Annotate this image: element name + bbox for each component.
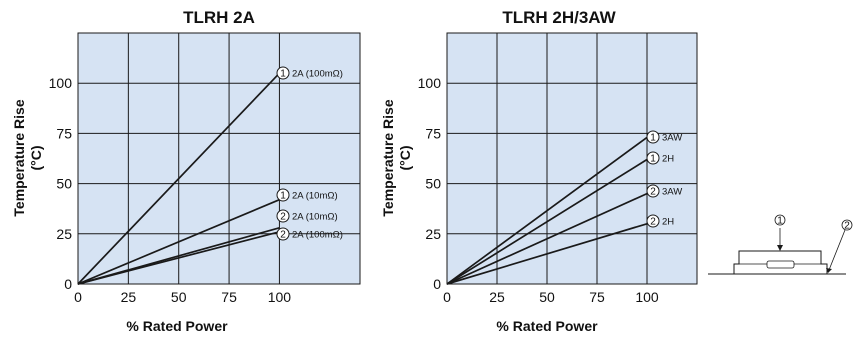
series-label: 3AW — [662, 133, 682, 144]
x-tick-label: 25 — [121, 289, 137, 305]
y-tick-labels: 0 25 50 75 100 — [49, 75, 73, 292]
x-tick-label: 50 — [539, 289, 555, 305]
series-lines — [77, 72, 281, 285]
component-diagram: 1 2 — [708, 214, 853, 275]
y-tick-label: 25 — [425, 226, 441, 242]
marker-label-2: 2 — [844, 221, 850, 232]
y-tick-label: 25 — [56, 226, 72, 242]
series-marker-circle — [646, 130, 660, 144]
series-labels: 1 2A (100mΩ) 1 2A (10mΩ) 2 2A (10mΩ) 2 2A (100m… — [276, 66, 343, 241]
series-label: 2H — [662, 217, 674, 228]
series-label: 3AW — [662, 187, 682, 198]
resistive-element — [766, 260, 795, 269]
series-lines — [446, 136, 648, 285]
x-tick-labels: 0 25 50 75 100 — [443, 289, 659, 305]
y-axis-title: Temperature Rise — [11, 99, 27, 216]
series-marker-circle — [276, 227, 290, 241]
series-line-2 — [77, 198, 280, 285]
series-marker-number: 1 — [280, 191, 286, 202]
marker-circle-1 — [774, 214, 786, 226]
y-axis-unit: (°C) — [28, 145, 44, 170]
series-label: 2H — [662, 154, 674, 165]
y-tick-label: 100 — [418, 75, 442, 91]
series-label: 2A (10mΩ) — [292, 191, 338, 202]
plot-area — [77, 32, 361, 285]
marker-circle-2 — [841, 219, 853, 231]
series-label: 2A (100mΩ) — [292, 69, 343, 80]
x-axis-title: % Rated Power — [496, 318, 598, 334]
x-tick-label: 75 — [589, 289, 605, 305]
chart-title: TLRH 2A — [183, 8, 255, 27]
series-marker-number: 1 — [280, 69, 286, 80]
series-line-2 — [446, 158, 648, 285]
x-axis-title: % Rated Power — [126, 318, 228, 334]
series-marker-circle — [646, 184, 660, 198]
series-marker-number: 2 — [280, 230, 286, 241]
series-line-3 — [446, 192, 648, 285]
y-tick-label: 0 — [433, 276, 441, 292]
y-tick-labels: 0 25 50 75 100 — [418, 75, 442, 292]
series-marker-circle — [276, 188, 290, 202]
series-marker-circle — [646, 214, 660, 228]
x-tick-label: 100 — [635, 289, 659, 305]
series-line-4 — [446, 222, 648, 285]
y-tick-label: 75 — [425, 125, 441, 141]
series-marker-number: 2 — [280, 212, 286, 223]
arrow-head-2 — [826, 268, 832, 273]
x-tick-label: 0 — [74, 289, 82, 305]
y-axis-title: Temperature Rise — [380, 99, 396, 216]
series-labels: 1 3AW 1 2H 2 3AW 2 2H — [646, 130, 682, 228]
x-tick-label: 0 — [443, 289, 451, 305]
x-tick-labels: 0 25 50 75 100 — [74, 289, 291, 305]
x-tick-label: 25 — [489, 289, 505, 305]
x-tick-label: 50 — [171, 289, 187, 305]
series-marker-number: 2 — [650, 187, 656, 198]
arrow-line-2 — [828, 229, 846, 271]
y-tick-label: 50 — [56, 176, 72, 192]
series-marker-number: 1 — [650, 154, 656, 165]
series-line-1 — [446, 136, 648, 285]
series-label: 2A (10mΩ) — [292, 212, 338, 223]
series-marker-circle — [276, 66, 290, 80]
series-label: 2A (100mΩ) — [292, 230, 343, 241]
y-tick-label: 100 — [49, 75, 73, 91]
chart-tlrh-2a: TLRH 2A 0 25 50 75 100 0 25 50 75 100 1 2A (100mΩ… — [11, 8, 361, 334]
series-marker-number: 2 — [650, 217, 656, 228]
arrow-head-1 — [777, 245, 783, 251]
y-tick-label: 50 — [425, 176, 441, 192]
x-tick-label: 100 — [268, 289, 292, 305]
y-tick-label: 75 — [56, 125, 72, 141]
chart-title: TLRH 2H/3AW — [502, 8, 616, 27]
x-tick-label: 75 — [221, 289, 237, 305]
series-line-1 — [77, 72, 281, 285]
series-line-4 — [77, 230, 280, 285]
series-marker-circle — [276, 209, 290, 223]
series-marker-circle — [646, 151, 660, 165]
y-axis-unit: (°C) — [397, 145, 413, 170]
y-tick-label: 0 — [64, 276, 72, 292]
series-marker-number: 1 — [650, 133, 656, 144]
marker-label-1: 1 — [777, 216, 783, 227]
